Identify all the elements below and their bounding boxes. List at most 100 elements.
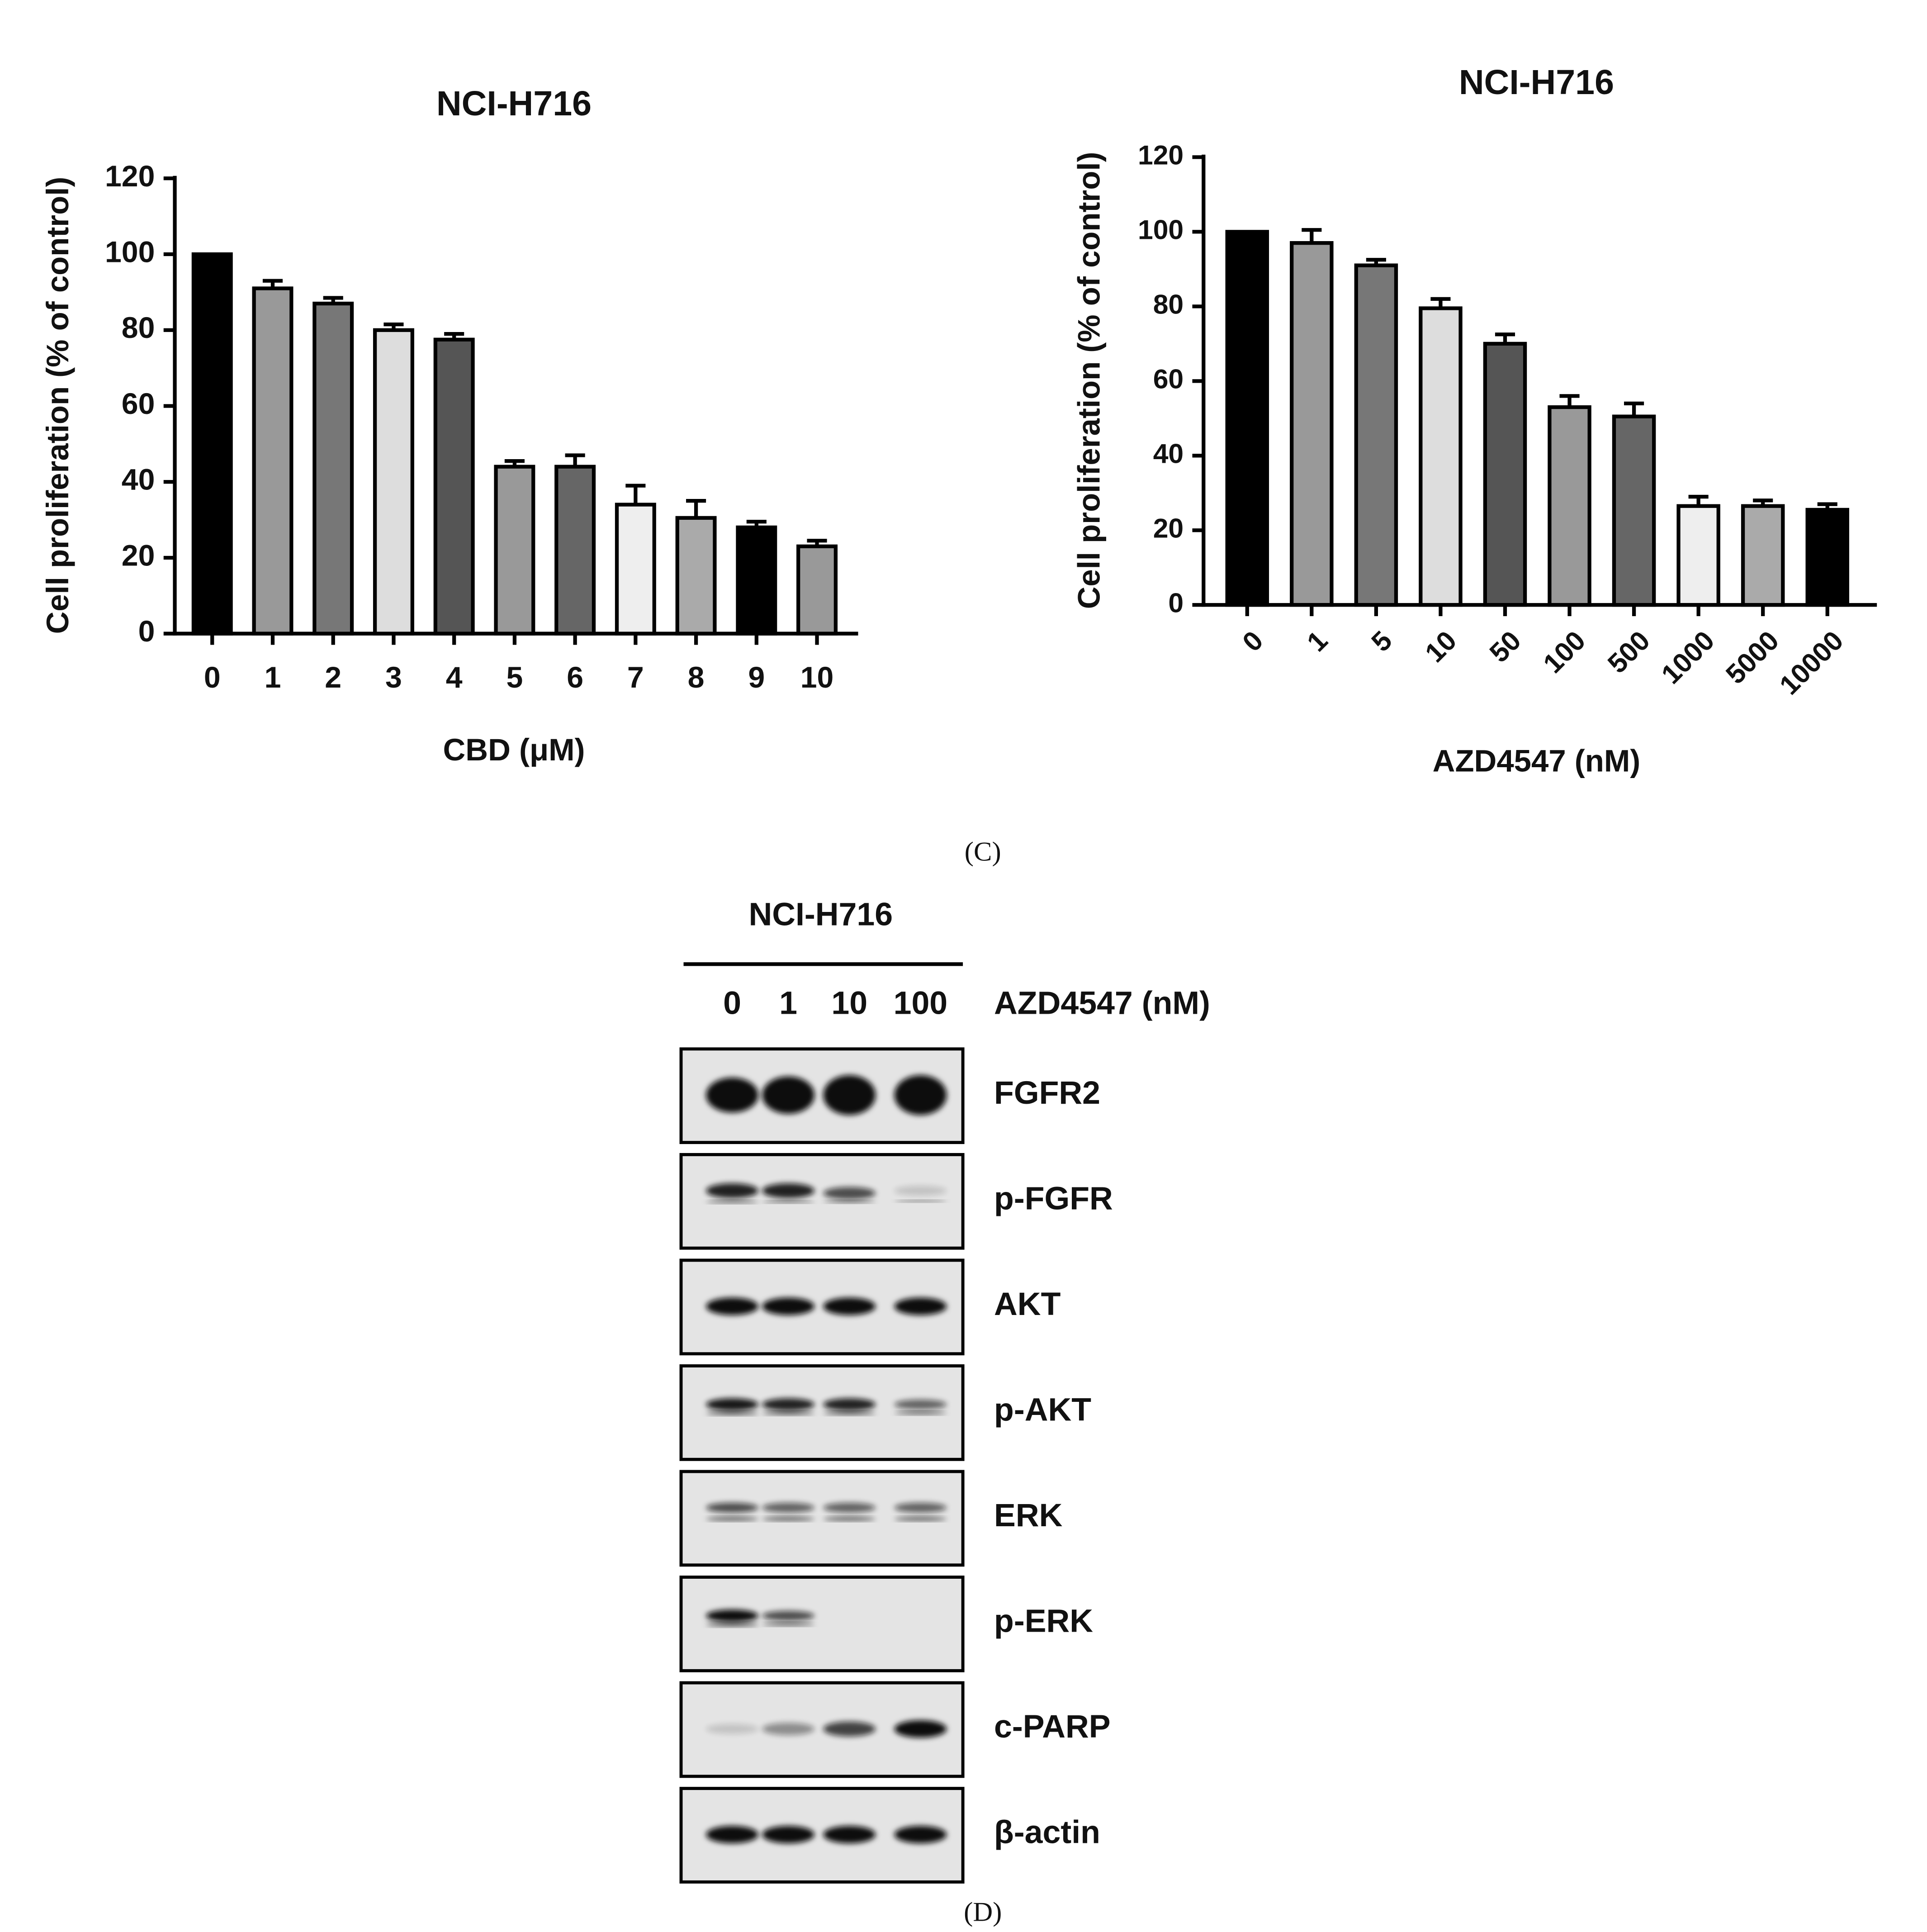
protein-label: β-actin — [994, 1814, 1100, 1851]
protein-label: FGFR2 — [994, 1075, 1100, 1111]
blot-band — [894, 1075, 947, 1115]
y-tick-label: 20 — [1153, 513, 1184, 543]
y-tick-label: 60 — [1153, 363, 1184, 394]
blot-band — [706, 1183, 758, 1198]
bar — [675, 516, 717, 636]
blot-band — [706, 1502, 758, 1513]
protein-label: p-AKT — [994, 1391, 1091, 1428]
bar — [252, 286, 294, 636]
x-tick-label: 7 — [627, 661, 644, 694]
bar — [494, 465, 535, 636]
blot-band — [894, 1720, 947, 1738]
y-tick-label: 80 — [1153, 289, 1184, 319]
protein-label: p-FGFR — [994, 1180, 1113, 1216]
blot-band — [823, 1502, 876, 1513]
y-axis-label: Cell proliferation (% of control) — [1071, 152, 1106, 609]
y-tick-label: 0 — [1168, 587, 1184, 618]
bar — [1225, 230, 1269, 607]
blot-band — [762, 1076, 815, 1114]
y-tick-label: 40 — [1153, 438, 1184, 469]
bar — [1676, 504, 1720, 607]
y-tick-label: 80 — [122, 311, 155, 345]
bar — [1612, 414, 1656, 607]
blot-band — [706, 1724, 758, 1734]
bar — [1483, 342, 1527, 607]
blot-band — [762, 1623, 815, 1625]
blot-band — [706, 1517, 758, 1520]
chart-title: NCI-H716 — [436, 84, 592, 123]
x-tick-label: 9 — [748, 661, 765, 694]
blot-band — [823, 1201, 876, 1203]
x-tick-label: 10 — [800, 661, 834, 694]
bar — [1419, 306, 1463, 607]
blot-band — [823, 1297, 876, 1315]
x-tick-label: 3 — [385, 661, 402, 694]
blot-band — [823, 1187, 876, 1200]
blot-band — [762, 1297, 815, 1315]
bar — [1548, 405, 1591, 607]
x-tick-label: 8 — [688, 661, 705, 694]
x-tick-label: 10 — [1419, 625, 1463, 668]
blot-band — [894, 1826, 947, 1843]
blot-band — [894, 1412, 947, 1414]
bar — [1741, 504, 1785, 607]
blot-band — [706, 1201, 758, 1203]
y-tick-label: 20 — [122, 539, 155, 572]
bar — [373, 328, 414, 636]
y-tick-label: 0 — [138, 615, 155, 648]
x-axis-label: CBD (μM) — [443, 732, 585, 767]
bar — [191, 252, 233, 636]
blot-band — [823, 1721, 876, 1737]
x-tick-label: 500 — [1602, 625, 1656, 679]
blot-band — [762, 1826, 815, 1843]
blot-band — [894, 1502, 947, 1513]
blot-band — [894, 1200, 947, 1202]
panel-label: (C) — [965, 837, 1001, 867]
blot-band — [762, 1611, 815, 1621]
x-tick-label: 4 — [446, 661, 463, 694]
panel-label: (D) — [964, 1897, 1002, 1927]
lane-label: 10 — [831, 985, 867, 1021]
protein-label: c-PARP — [994, 1709, 1111, 1745]
protein-label: AKT — [994, 1286, 1061, 1322]
blot-band — [762, 1183, 815, 1198]
blot-band — [762, 1502, 815, 1513]
bar — [312, 301, 354, 636]
blot-band — [762, 1723, 815, 1735]
x-tick-label: 0 — [1236, 625, 1269, 657]
x-tick-label: 100 — [1537, 625, 1591, 679]
blot-band — [823, 1826, 876, 1843]
x-tick-label: 1 — [265, 661, 281, 694]
blot-band — [823, 1412, 876, 1415]
blot-band — [894, 1297, 947, 1315]
y-tick-label: 120 — [105, 160, 155, 193]
bar — [1354, 263, 1398, 607]
lane-label: 0 — [723, 985, 741, 1021]
bar — [796, 544, 838, 636]
x-tick-label: 6 — [567, 661, 583, 694]
x-axis-label: AZD4547 (nM) — [1433, 744, 1641, 778]
protein-label: p-ERK — [994, 1603, 1093, 1639]
blot-band — [706, 1078, 758, 1113]
blot-band — [706, 1297, 758, 1315]
lane-label: 100 — [894, 985, 948, 1021]
blot-band — [706, 1609, 758, 1622]
blot-band — [706, 1623, 758, 1626]
chart-title: NCI-H716 — [1459, 63, 1614, 102]
y-tick-label: 100 — [105, 236, 155, 269]
bar — [615, 503, 656, 636]
blot-band — [894, 1399, 947, 1410]
x-tick-label: 5 — [506, 661, 523, 694]
blot-band — [706, 1398, 758, 1411]
blot-band — [823, 1398, 876, 1411]
blot-band — [894, 1186, 947, 1196]
blot-band — [762, 1412, 815, 1415]
blot-title: NCI-H716 — [748, 897, 893, 933]
x-tick-label: 2 — [325, 661, 341, 694]
blot-band — [762, 1398, 815, 1411]
bar — [1290, 241, 1334, 607]
x-tick-label: 10000 — [1773, 625, 1849, 700]
blot-treatment: AZD4547 (nM) — [994, 985, 1210, 1021]
